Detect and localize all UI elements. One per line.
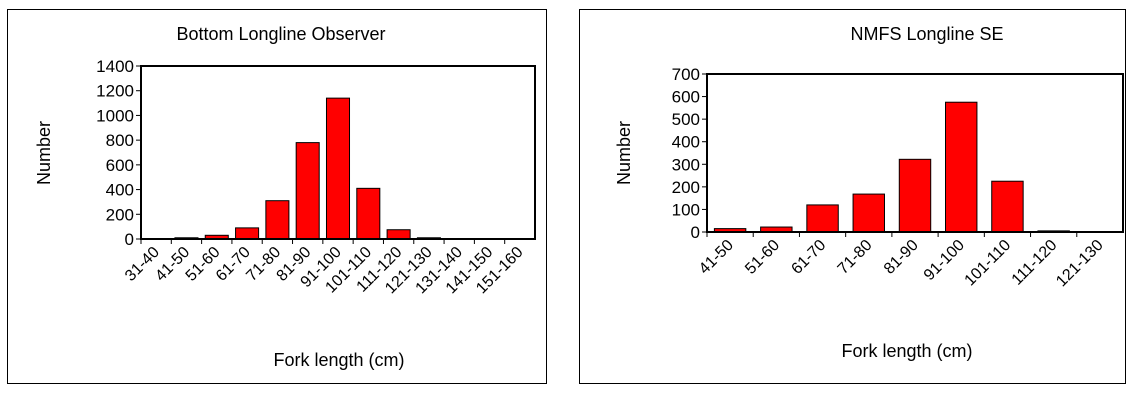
y-tick-label: 600 [672,88,700,107]
y-tick-label: 0 [125,230,134,249]
y-axis-label: Number [614,121,634,185]
bar [898,158,932,233]
bar [235,227,260,240]
chart-title: Bottom Longline Observer [176,24,385,44]
x-tick-label: 121-130 [1053,237,1107,291]
bar-chart-nmfs-longline: NMFS Longline SE 0 100 200 300 400 500 600 700 41… [614,24,1124,361]
x-tick-label: 61-70 [788,237,829,278]
x-tick-label: 41-50 [696,237,737,278]
y-tick-label: 800 [106,131,134,150]
y-tick-label: 300 [672,155,700,174]
bar [945,101,978,233]
bar-chart-bottom-longline: Bottom Longline Observer 0 200 400 600 800 100… [34,24,536,370]
y-tick-label: 600 [106,156,134,175]
chart-panel-nmfs-longline: NMFS Longline SE 0 100 200 300 400 500 600 700 41… [579,9,1126,384]
y-tick-label: 1200 [96,82,134,101]
x-tick-label: 81-90 [881,237,922,278]
bar [356,187,381,240]
y-tick-label: 200 [672,178,700,197]
x-tick-label: 71-80 [835,237,876,278]
y-tick-label: 100 [672,200,700,219]
y-tick-label: 1400 [96,57,134,76]
y-tick-label: 400 [672,133,700,152]
bar [991,180,1024,233]
chart-panel-bottom-longline: Bottom Longline Observer 0 200 400 600 800 100… [7,9,547,384]
x-axis-label: Fork length (cm) [841,341,972,361]
y-axis-label: Number [34,121,54,185]
bar [806,204,839,233]
y-tick-label: 200 [106,205,134,224]
bar [386,229,411,240]
bar [295,142,320,240]
y-tick-label: 700 [672,65,700,84]
x-axis-label: Fork length (cm) [273,350,404,370]
plot-area-frame [706,73,1124,233]
x-tick-label: 51-60 [742,237,783,278]
x-tick-label: 111-120 [1009,237,1061,289]
plot-area-frame [140,65,536,240]
chart-title: NMFS Longline SE [850,24,1003,44]
y-tick-label: 1000 [96,106,134,125]
bar [265,200,290,240]
bar [852,193,885,233]
y-tick-label: 500 [672,110,700,129]
x-tick-label: 101-110 [962,237,1015,290]
y-tick-label: 400 [106,181,134,200]
y-tick-label: 0 [691,223,700,242]
bar [325,97,351,240]
